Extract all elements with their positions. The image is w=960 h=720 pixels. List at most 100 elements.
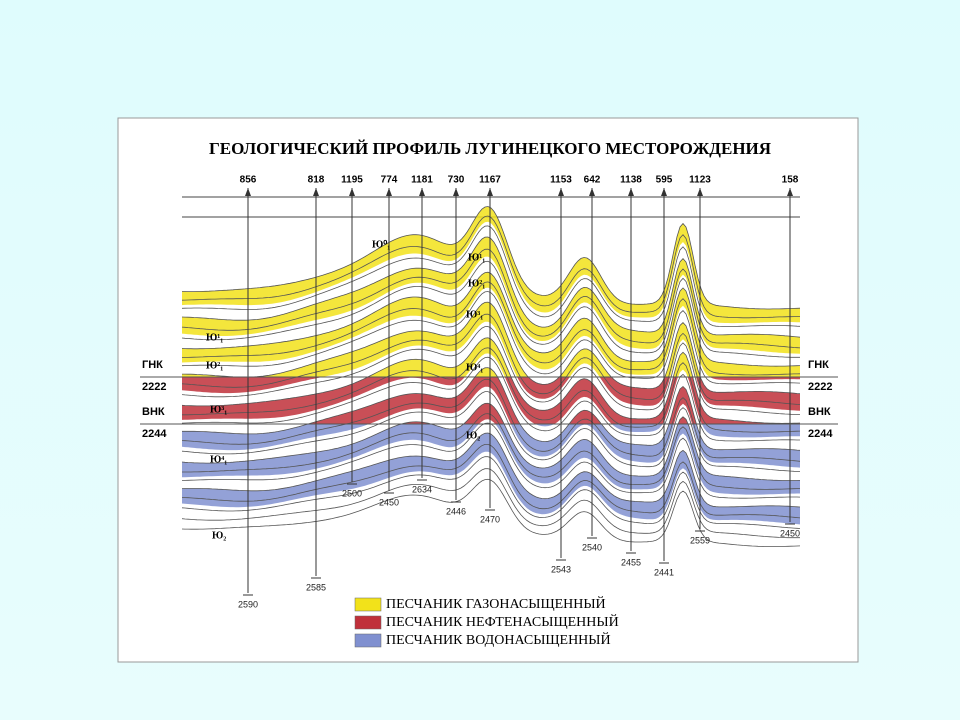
layer-label: Ю¹₁ (206, 332, 223, 343)
well-depth: 2441 (654, 567, 674, 577)
well-number: 730 (448, 175, 465, 186)
well-arrow (697, 188, 703, 196)
contact-label: ВНК (142, 406, 165, 418)
horizon-line (181, 260, 800, 358)
layer-label: Ю²₁ (206, 360, 223, 371)
well-arrow (661, 188, 667, 196)
contact-label: ГНК (808, 359, 829, 371)
sand-band (182, 424, 800, 495)
horizon-line (181, 236, 801, 338)
horizon-line (181, 456, 801, 529)
well-depth: 2585 (306, 582, 326, 592)
layer-label: Ю⁴₁ (210, 454, 227, 465)
sand-band (182, 377, 800, 424)
contact-label: ВНК (808, 406, 831, 418)
horizon-line (182, 413, 801, 490)
sand-band (182, 433, 800, 525)
contact-depth: 2222 (808, 381, 832, 393)
horizon-line (181, 478, 801, 548)
well-number: 856 (240, 175, 257, 186)
horizon-line (181, 432, 801, 508)
horizon-line (181, 337, 801, 424)
well-arrow (453, 188, 459, 196)
sand-band (182, 237, 800, 354)
sand-band (401, 403, 689, 424)
well-arrow (487, 188, 493, 196)
zone (182, 424, 800, 525)
contact-depth: 2222 (142, 381, 166, 393)
sand-band (182, 272, 800, 377)
sand-band (182, 377, 800, 411)
legend-swatch (354, 633, 382, 648)
sand-band (182, 424, 800, 468)
well-depth: 2543 (551, 564, 571, 574)
well-number: 158 (782, 175, 799, 186)
horizon-line (181, 391, 801, 472)
layer-label: Ю⁴₁ (466, 362, 483, 373)
layer-label: Ю⁰₁ (372, 239, 390, 250)
horizon-line (181, 378, 801, 462)
well-number: 1181 (411, 175, 433, 186)
sand-band (535, 424, 800, 438)
well-depth: 2500 (342, 488, 362, 498)
horizon-line (181, 291, 801, 385)
well-arrow (349, 188, 355, 196)
horizon-line (181, 248, 801, 349)
well-depth: 2450 (780, 528, 800, 538)
well-arrow (419, 188, 425, 196)
well-number: 818 (308, 175, 325, 186)
well-number: 642 (584, 175, 601, 186)
contact-depth: 2244 (142, 428, 167, 440)
horizon-line (182, 301, 801, 395)
layer-label: Ю¹₁ (468, 252, 485, 263)
well-number: 595 (656, 175, 673, 186)
well-arrow (589, 188, 595, 196)
well-depth: 2470 (480, 514, 500, 524)
well-number: 1123 (689, 175, 711, 186)
horizon-line (181, 402, 801, 481)
title: ГЕОЛОГИЧЕСКИЙ ПРОФИЛЬ ЛУГИНЕЦКОГО МЕСТОР… (209, 139, 771, 158)
well-depth: 2450 (379, 497, 399, 507)
horizon-line (181, 215, 800, 319)
well-number: 1195 (341, 175, 363, 186)
layer-label: Ю³₁ (466, 309, 483, 320)
horizon-line (181, 468, 800, 539)
well-arrow (787, 188, 793, 196)
well-depth: 2634 (412, 484, 432, 494)
well-depth: 2455 (621, 557, 641, 567)
well-arrow (313, 188, 319, 196)
legend-label: ПЕСЧАНИК ВОДОНАСЫЩЕННЫЙ (386, 631, 611, 648)
layer-label: Ю³₁ (210, 404, 227, 415)
well-arrow (245, 188, 251, 196)
well-arrow (386, 188, 392, 196)
well-depth: 2559 (690, 535, 710, 545)
horizon-line (181, 271, 801, 367)
horizon-line (181, 326, 801, 415)
contact-label: ГНК (142, 359, 163, 371)
sand-band (367, 337, 693, 377)
sand-band (308, 377, 697, 424)
horizon-line (182, 367, 801, 451)
legend-swatch (354, 615, 382, 630)
sand-band (182, 302, 701, 377)
horizon-line (182, 206, 801, 310)
horizon-line (181, 281, 801, 376)
well-depth: 2590 (238, 599, 258, 609)
zone (182, 377, 800, 424)
horizon-line (181, 313, 801, 405)
horizon-line (181, 444, 801, 519)
sand-band (182, 206, 800, 324)
well-depth: 2446 (446, 506, 466, 516)
layer-label: Ю₂ (212, 530, 226, 541)
well-number: 1153 (550, 175, 572, 186)
horizon-line (181, 225, 801, 327)
legend-swatch (354, 597, 382, 612)
well-arrow (628, 188, 634, 196)
well-number: 1138 (620, 175, 642, 186)
sand-band (709, 377, 800, 381)
horizon-line (182, 347, 801, 433)
layer-label: Ю²₁ (468, 278, 485, 289)
well-arrow (558, 188, 564, 196)
contact-depth: 2244 (808, 428, 833, 440)
layer-label: Ю₂ (466, 430, 480, 441)
